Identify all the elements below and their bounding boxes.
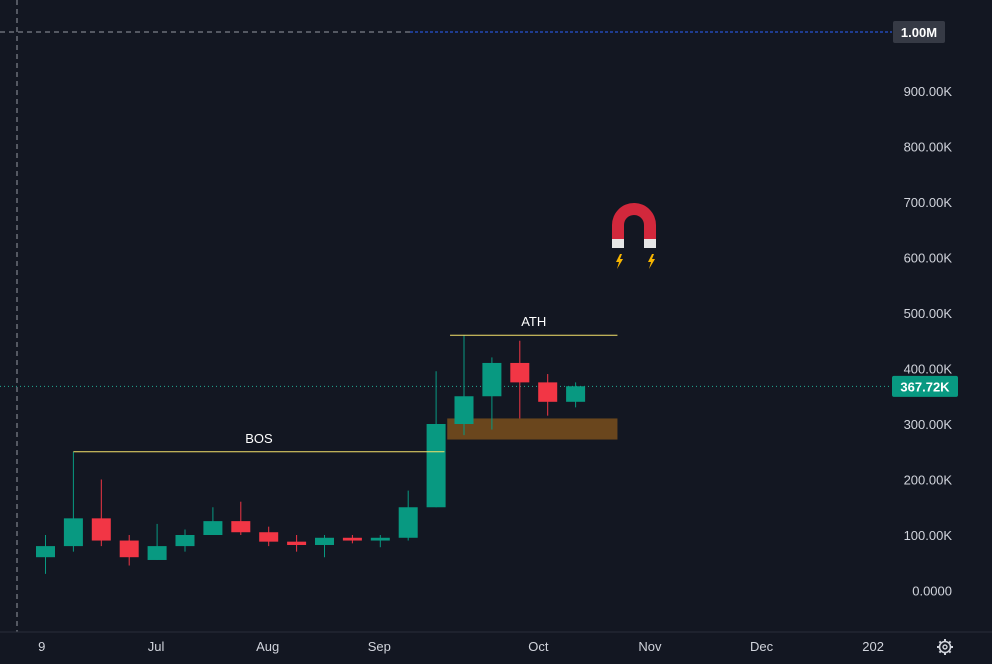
bos-label: BOS [245, 431, 273, 446]
candle-body [454, 396, 474, 424]
magnet-icon[interactable] [612, 203, 656, 269]
candle-1[interactable] [63, 451, 83, 552]
candle-2[interactable] [91, 479, 111, 547]
candle-body [510, 362, 530, 383]
y-tick-label: 400.00K [904, 362, 953, 377]
candle-body [482, 362, 502, 397]
candle-body [119, 540, 139, 558]
candles-group [36, 335, 586, 574]
candle-body [147, 546, 167, 560]
top-level-badge: 1.00M [893, 21, 945, 43]
y-tick-label: 200.00K [904, 473, 953, 488]
candle-body [398, 507, 418, 538]
y-tick-label: 0.0000 [912, 584, 952, 599]
y-tick-label: 500.00K [904, 306, 953, 321]
x-tick-label: Oct [528, 639, 549, 654]
candle-body [36, 546, 55, 558]
candle-8[interactable] [259, 526, 279, 547]
candle-9[interactable] [287, 535, 307, 552]
candle-4[interactable] [147, 523, 167, 560]
candle-body [426, 424, 446, 508]
y-tick-label: 900.00K [904, 84, 953, 99]
candle-body [566, 386, 586, 402]
candle-17[interactable] [510, 340, 530, 419]
candle-5[interactable] [175, 529, 195, 552]
candle-body [203, 521, 223, 535]
candle-11[interactable] [342, 535, 362, 544]
current-price-badge-text: 367.72K [900, 379, 950, 394]
candle-body [315, 537, 334, 545]
candle-body [342, 537, 362, 541]
y-axis[interactable]: 900.00K 800.00K 700.00K 600.00K 500.00K 400.0… [904, 84, 953, 599]
ath-label: ATH [521, 314, 546, 329]
x-tick-label: Dec [750, 639, 774, 654]
candle-15[interactable] [454, 335, 474, 436]
candle-13[interactable] [398, 490, 418, 541]
x-tick-label: Aug [256, 639, 279, 654]
x-tick-label: Jul [148, 639, 165, 654]
x-tick-label: 202 [862, 639, 884, 654]
top-level-badge-text: 1.00M [901, 25, 937, 40]
x-tick-label: 9 [38, 639, 45, 654]
candle-12[interactable] [370, 535, 390, 548]
candle-body [231, 521, 251, 533]
candle-16[interactable] [482, 357, 502, 430]
candle-body [259, 532, 279, 542]
x-tick-label: Sep [368, 639, 391, 654]
candle-body [538, 382, 558, 402]
candle-body [370, 537, 390, 541]
candle-3[interactable] [119, 535, 139, 566]
candle-10[interactable] [315, 535, 334, 558]
candle-body [91, 518, 111, 541]
candle-6[interactable] [203, 507, 223, 535]
x-axis[interactable]: 9 Jul Aug Sep Oct Nov Dec 202 [38, 639, 884, 654]
candle-body [287, 541, 307, 545]
y-tick-label: 800.00K [904, 140, 953, 155]
candle-14[interactable] [426, 371, 446, 508]
y-tick-label: 600.00K [904, 251, 953, 266]
y-tick-label: 100.00K [904, 528, 953, 543]
y-tick-label: 700.00K [904, 195, 953, 210]
candle-body [63, 518, 83, 547]
x-tick-label: Nov [638, 639, 662, 654]
candle-7[interactable] [231, 501, 251, 535]
candle-19[interactable] [566, 382, 586, 408]
candle-18[interactable] [538, 374, 558, 416]
current-price-badge: 367.72K [892, 375, 958, 397]
candle-body [175, 535, 195, 547]
demand-zone[interactable] [447, 418, 618, 440]
gear-icon[interactable] [937, 639, 953, 655]
y-tick-label: 300.00K [904, 417, 953, 432]
candle-0[interactable] [36, 535, 55, 574]
